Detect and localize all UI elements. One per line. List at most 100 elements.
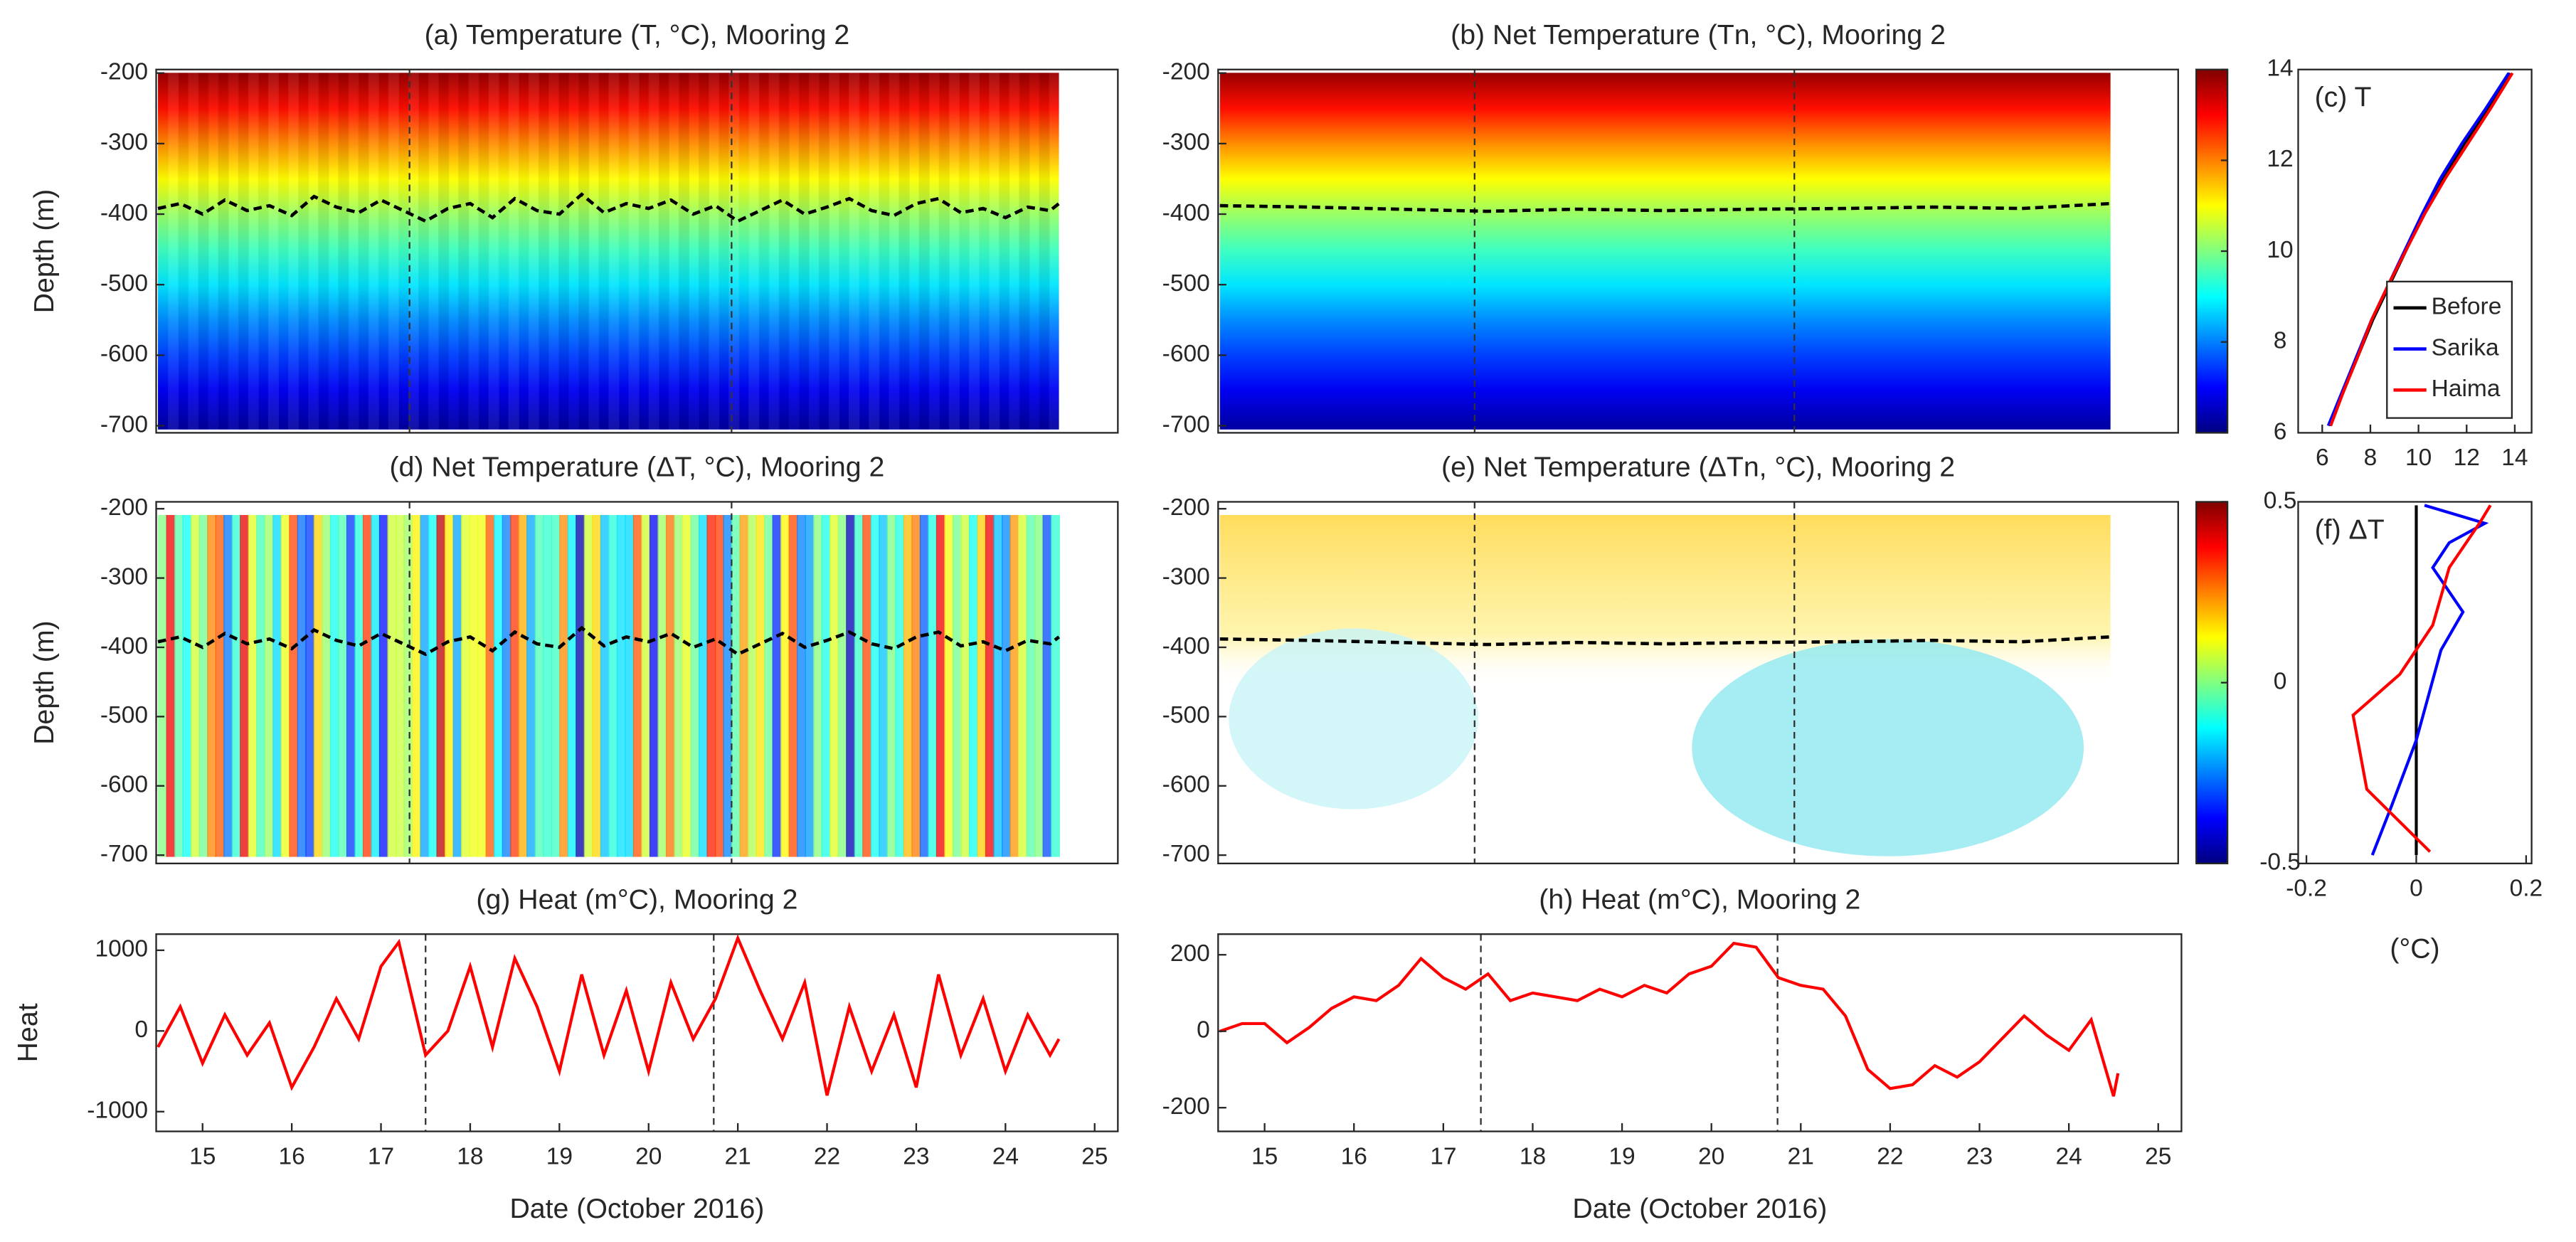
shading: [558, 73, 570, 430]
y-tick-label: -600: [1162, 341, 1210, 367]
panel-title: (e) Net Temperature (ΔTn, °C), Mooring 2: [1441, 452, 1955, 483]
colorbar-tick-label: 10: [2267, 237, 2293, 263]
y-tick-label: -400: [1162, 633, 1210, 659]
shading: [1019, 73, 1030, 430]
panel: -200 -300 -400 -500 -600 -700 (a) Temperature …: [28, 19, 1119, 437]
shading: [928, 73, 940, 430]
shading: [641, 514, 651, 857]
shading: [600, 514, 610, 857]
plot-area: [1219, 501, 2111, 864]
shading: [178, 73, 189, 430]
shading: [313, 514, 323, 857]
shading: [846, 514, 856, 857]
shading: [908, 73, 919, 429]
x-tick-label: 19: [1608, 1143, 1635, 1169]
plot-area: [157, 934, 1061, 1132]
shading: [879, 514, 889, 857]
shading: [518, 514, 528, 857]
colorbar-tick-label: 0: [2274, 668, 2287, 694]
y-tick-label: -1000: [87, 1098, 148, 1124]
shading: [849, 73, 860, 430]
y-tick-label: -500: [100, 270, 148, 297]
shading: [1009, 514, 1019, 857]
y-tick-label: -700: [100, 411, 148, 437]
x-tick-label: -0.2: [2286, 876, 2327, 902]
shading: [748, 514, 757, 857]
shading: [362, 514, 372, 857]
legend-label: Haima: [2432, 376, 2501, 402]
x-axis-label: Date (October 2016): [509, 1193, 764, 1224]
legend-label: Sarika: [2432, 334, 2499, 361]
shading: [452, 514, 462, 857]
x-tick-label: 18: [457, 1143, 483, 1169]
x-tick-label: 21: [724, 1143, 751, 1169]
shading: [738, 73, 749, 429]
shading: [264, 514, 274, 857]
shading: [960, 514, 970, 857]
shading: [477, 514, 487, 857]
shading: [538, 73, 550, 430]
x-tick-label: 16: [278, 1143, 304, 1169]
data-line: [157, 192, 1060, 223]
shading: [903, 514, 913, 857]
shading: [592, 514, 602, 857]
shading: [338, 514, 348, 857]
shading: [494, 514, 504, 857]
y-tick-label: 0: [1197, 1017, 1210, 1044]
colorbar-tick-label: 8: [2274, 328, 2287, 354]
panel-title: (h) Heat (m°C), Mooring 2: [1539, 883, 1860, 915]
shading: [420, 514, 430, 857]
shading: [188, 73, 199, 430]
shading: [977, 514, 987, 857]
shading: [438, 73, 450, 430]
panel: 6 8 10 12 14 (c) T Before Sarika Haima: [2297, 68, 2533, 471]
shading: [938, 73, 950, 430]
data-line: [1219, 201, 2111, 213]
axes-frame: [1217, 501, 2179, 864]
x-tick-label: 23: [903, 1143, 929, 1169]
shading: [418, 73, 430, 430]
shading: [567, 514, 577, 857]
shading: [682, 514, 691, 857]
shading: [318, 73, 329, 430]
shading: [788, 514, 798, 857]
shading: [985, 514, 995, 857]
shading: [191, 514, 200, 857]
shading: [719, 73, 730, 430]
shading: [298, 73, 309, 430]
x-tick-label: 25: [1081, 1143, 1108, 1169]
shading: [731, 514, 741, 857]
shading: [436, 514, 446, 857]
shading: [608, 73, 620, 430]
shading: [578, 73, 590, 430]
shading: [328, 73, 339, 429]
shading: [709, 73, 720, 430]
shading: [168, 73, 179, 430]
axes-frame: [2297, 501, 2533, 864]
shading: [358, 73, 369, 430]
y-axis-label: Depth (m): [28, 189, 60, 314]
shading: [958, 73, 970, 430]
shading: [797, 514, 807, 857]
shading: [948, 73, 960, 430]
shading: [378, 73, 389, 430]
shading: [568, 73, 579, 429]
axes-frame: [1217, 68, 2179, 434]
shading: [668, 73, 679, 430]
shading: [821, 514, 831, 857]
x-tick-label: 17: [368, 1143, 394, 1169]
y-tick-label: -400: [100, 200, 148, 226]
y-tick-label: -500: [1162, 270, 1210, 297]
panel: 1000 0 -1000 15 16 17 18 19 20 21 22 23 24 25 (g) Heat…: [12, 883, 1119, 1224]
shading: [518, 73, 529, 430]
x-tick-label: 10: [2405, 445, 2432, 471]
axes-frame: [155, 933, 1119, 1132]
data-line: [1219, 941, 2120, 1097]
shading: [158, 73, 169, 429]
shading: [859, 73, 869, 429]
shading: [543, 514, 553, 857]
panel: -200 -300 -400 -500 -600 -700 (e) Net Temperat…: [1162, 452, 2301, 876]
panel: 200 0 -200 15 16 17 18 19 20 21 22 23 24 25 (h) Heat (…: [1162, 883, 2183, 1224]
x-tick-label: 16: [1341, 1143, 1367, 1169]
shading: [1049, 73, 1060, 430]
